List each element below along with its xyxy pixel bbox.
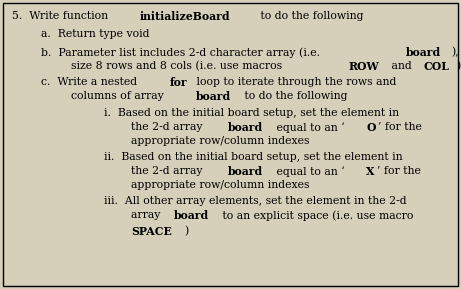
Text: array: array [131, 210, 164, 220]
Text: SPACE: SPACE [131, 226, 172, 237]
Text: ’ for the: ’ for the [378, 122, 422, 132]
Text: appropriate row/column indexes: appropriate row/column indexes [131, 180, 310, 190]
Text: ’ for the: ’ for the [377, 166, 421, 176]
Text: iii.  All other array elements, set the element in the 2-d: iii. All other array elements, set the e… [104, 196, 406, 206]
Text: the 2-d array: the 2-d array [131, 122, 207, 132]
Text: board: board [228, 166, 263, 177]
Text: X: X [366, 166, 374, 177]
Text: a.  Return type void: a. Return type void [41, 29, 150, 39]
Text: and: and [388, 61, 415, 71]
Text: O: O [366, 122, 376, 133]
Text: ii.  Based on the initial board setup, set the element in: ii. Based on the initial board setup, se… [104, 152, 402, 162]
Text: i.  Based on the initial board setup, set the element in: i. Based on the initial board setup, set… [104, 108, 399, 118]
Text: board: board [228, 122, 263, 133]
Text: b.  Parameter list includes 2-d character array (i.e.: b. Parameter list includes 2-d character… [41, 47, 324, 58]
Text: ): ) [184, 226, 188, 236]
Text: size 8 rows and 8 cols (i.e. use macros: size 8 rows and 8 cols (i.e. use macros [71, 61, 286, 71]
Text: board: board [406, 47, 441, 58]
Text: ROW: ROW [349, 61, 379, 72]
Text: initializeBoard: initializeBoard [140, 11, 230, 22]
Text: ): ) [456, 61, 461, 71]
Text: to do the following: to do the following [257, 11, 363, 21]
Text: equal to an ‘: equal to an ‘ [273, 122, 345, 133]
Text: COL: COL [423, 61, 449, 72]
Text: to do the following: to do the following [241, 91, 348, 101]
Text: board: board [195, 91, 231, 102]
Text: board: board [174, 210, 209, 221]
Text: appropriate row/column indexes: appropriate row/column indexes [131, 136, 310, 146]
Text: for: for [170, 77, 188, 88]
Text: 5.  Write function: 5. Write function [12, 11, 111, 21]
Text: loop to iterate through the rows and: loop to iterate through the rows and [193, 77, 396, 87]
Text: the 2-d array: the 2-d array [131, 166, 207, 176]
Text: to an explicit space (i.e. use macro: to an explicit space (i.e. use macro [219, 210, 414, 221]
Text: c.  Write a nested: c. Write a nested [41, 77, 141, 87]
Text: equal to an ‘: equal to an ‘ [273, 166, 345, 177]
Text: columns of array: columns of array [71, 91, 168, 101]
Text: ),: ), [451, 47, 459, 57]
